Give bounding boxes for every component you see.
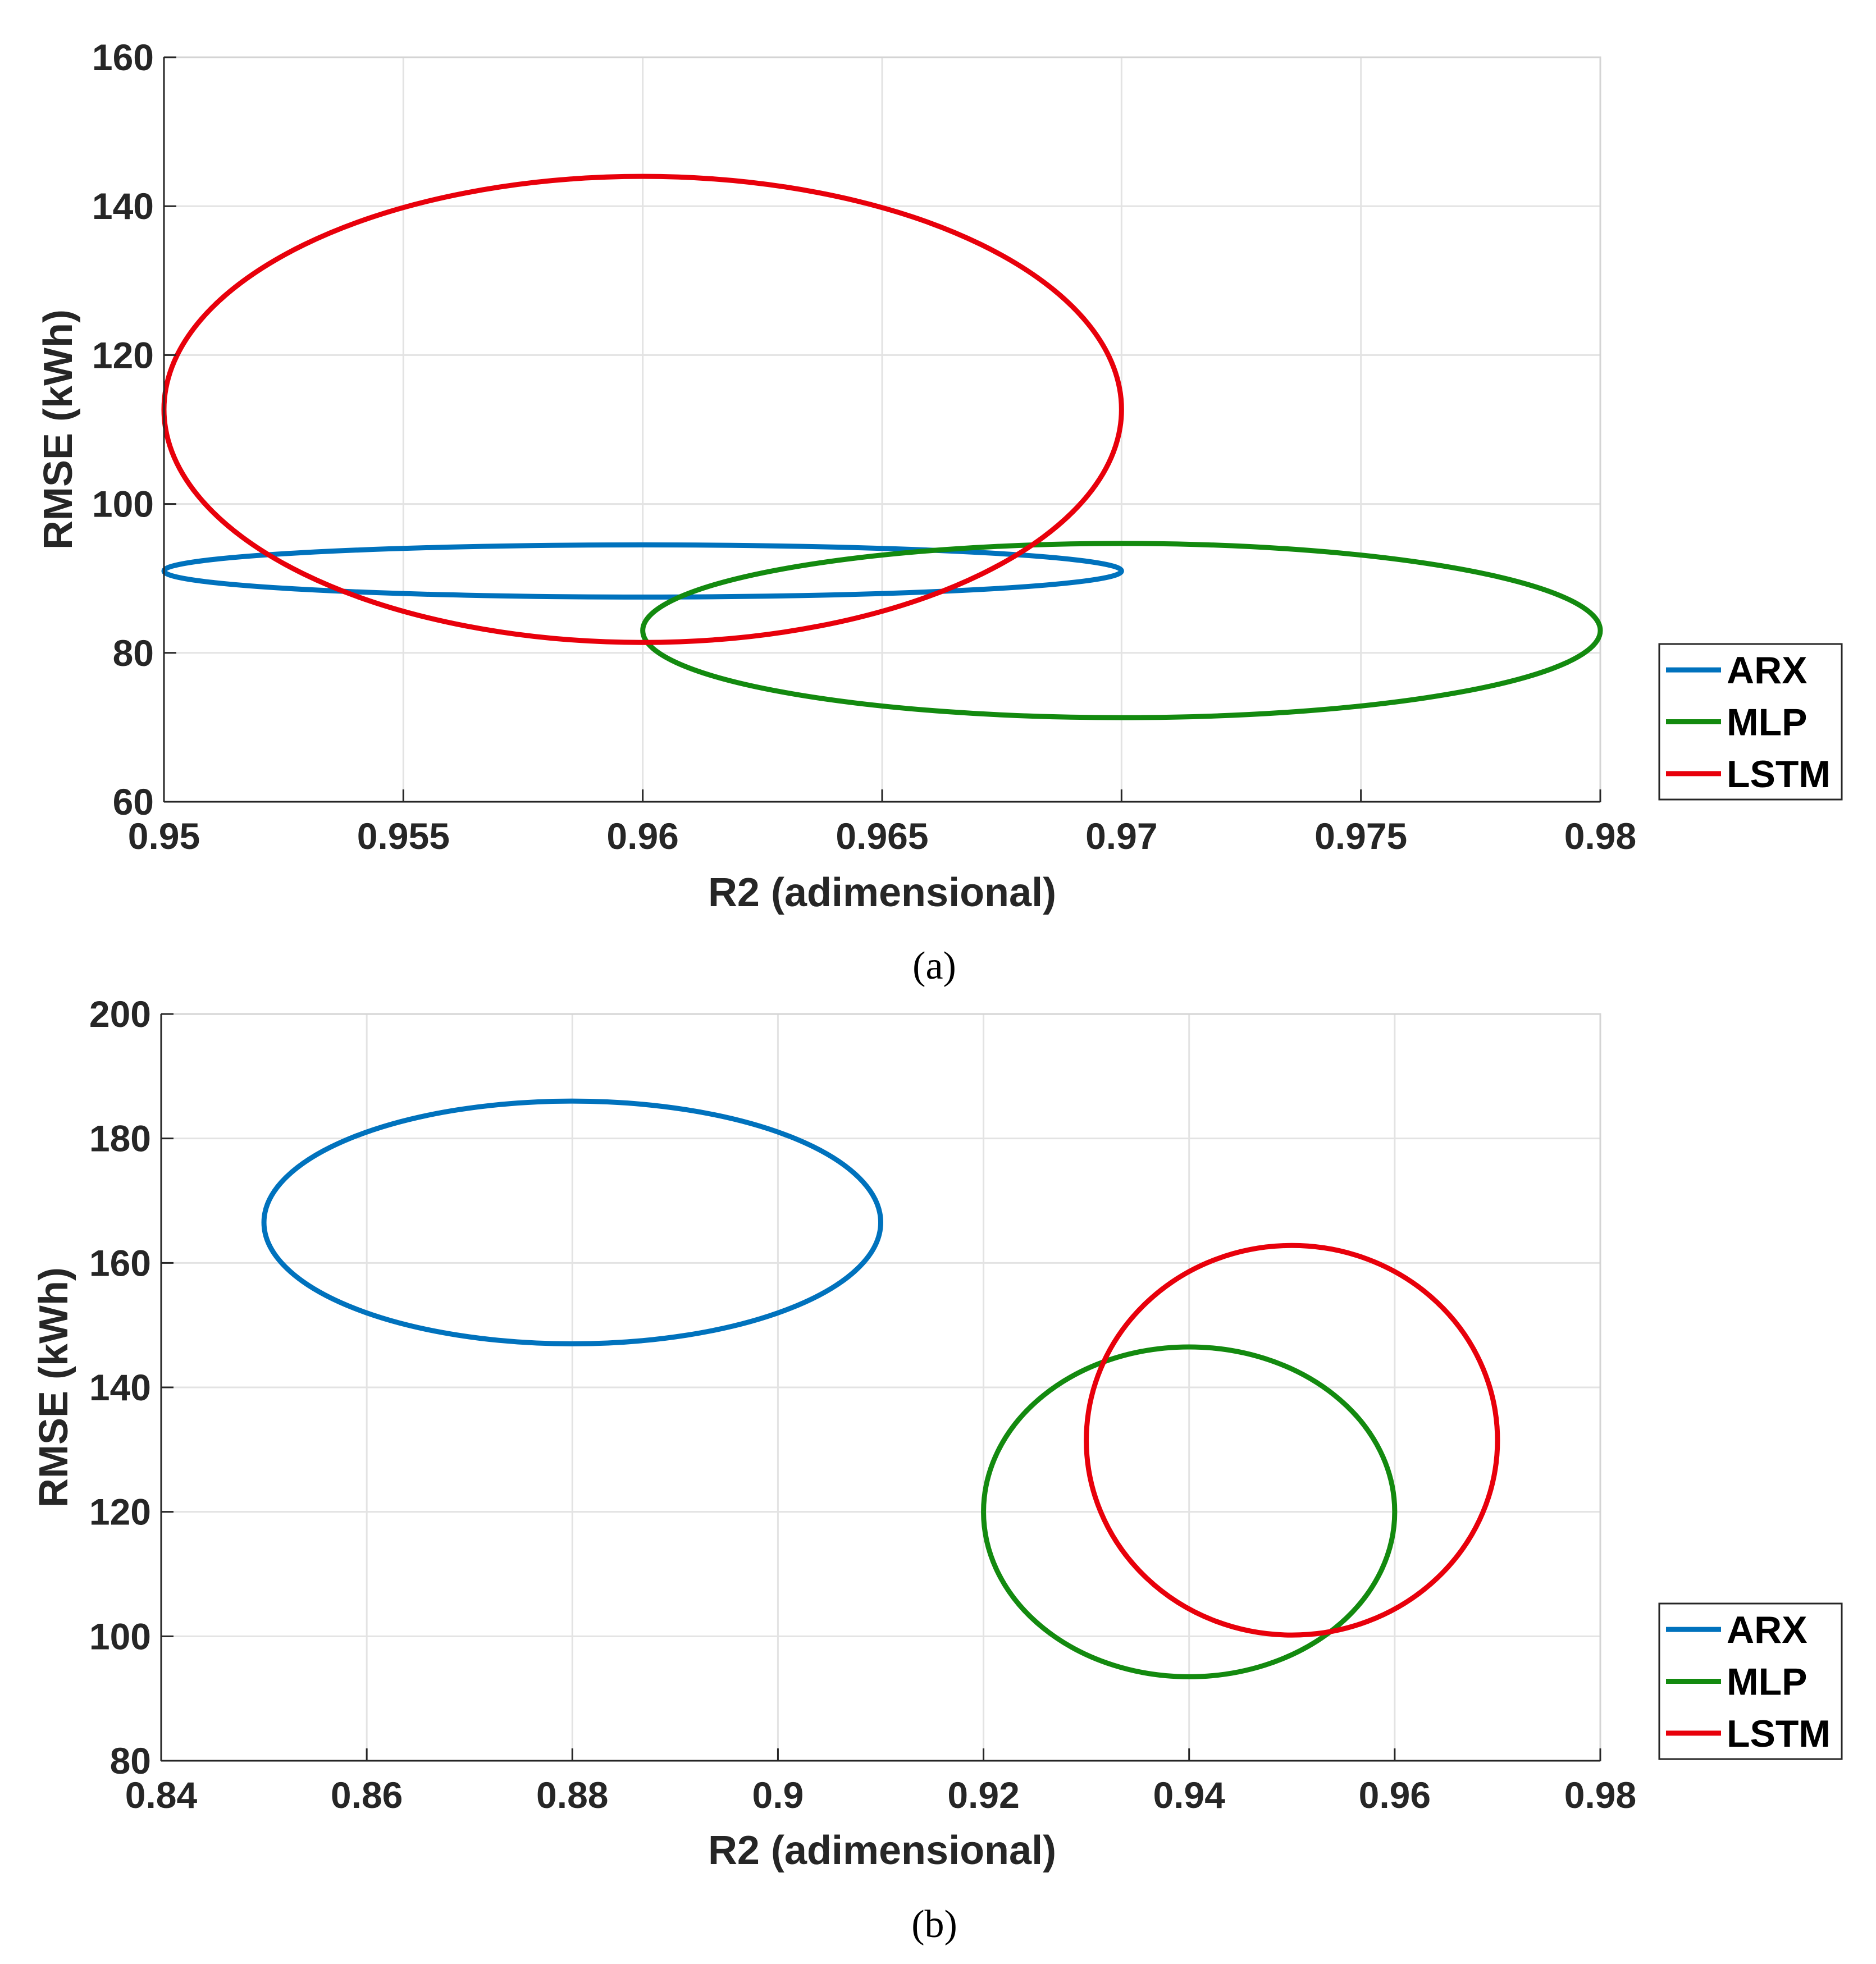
y-axis-label: RMSE (kWh) xyxy=(36,309,81,550)
ticks-layer: 0.95 0.955 0.96 0.965 0.97 0.975 0.98 60 80 100 12… xyxy=(92,36,1636,857)
y-tick-label: 120 xyxy=(89,1491,151,1533)
y-tick-label: 140 xyxy=(89,1367,151,1408)
y-tick-label: 100 xyxy=(89,1615,151,1657)
x-axis-label: R2 (adimensional) xyxy=(708,870,1056,915)
x-tick-label: 0.955 xyxy=(357,815,450,857)
ellipse-lstm xyxy=(1084,1243,1500,1638)
x-tick-label: 0.94 xyxy=(1153,1774,1225,1816)
legend: ARX MLP LSTM xyxy=(1658,643,1843,801)
legend-label-arx: ARX xyxy=(1727,649,1807,692)
y-axis-label: RMSE (kWh) xyxy=(31,1267,76,1508)
grid-layer xyxy=(163,56,1601,803)
ticks-layer: 0.84 0.86 0.88 0.9 0.92 0.94 0.96 0.98 80 100 120 1… xyxy=(89,993,1636,1816)
legend: ARX MLP LSTM xyxy=(1658,1602,1843,1760)
x-tick-label: 0.9 xyxy=(752,1774,804,1816)
y-tick-label: 120 xyxy=(92,334,154,376)
x-tick-label: 0.975 xyxy=(1314,815,1407,857)
chart-panel-b: 0.84 0.86 0.88 0.9 0.92 0.94 0.96 0.98 80 100 120 1… xyxy=(31,993,1843,1946)
chart-panel-a: 0.95 0.955 0.96 0.965 0.97 0.975 0.98 60 80 100 12… xyxy=(36,36,1843,988)
legend-label-lstm: LSTM xyxy=(1727,753,1831,796)
legend-label-lstm: LSTM xyxy=(1727,1712,1831,1755)
y-tick-label: 180 xyxy=(89,1118,151,1159)
series-layer xyxy=(261,1098,1500,1679)
x-tick-label: 0.95 xyxy=(128,815,200,857)
panel-caption: (b) xyxy=(911,1903,957,1946)
legend-label-arx: ARX xyxy=(1727,1609,1807,1651)
x-tick-label: 0.86 xyxy=(331,1774,403,1816)
y-tick-label: 80 xyxy=(113,632,154,674)
x-axis-label: R2 (adimensional) xyxy=(708,1828,1056,1873)
x-tick-label: 0.88 xyxy=(536,1774,608,1816)
legend-label-mlp: MLP xyxy=(1727,1661,1807,1703)
x-tick-label: 0.96 xyxy=(606,815,678,857)
x-tick-label: 0.98 xyxy=(1564,1774,1636,1816)
y-tick-label: 60 xyxy=(113,781,154,823)
y-tick-label: 200 xyxy=(89,993,151,1035)
x-tick-label: 0.92 xyxy=(947,1774,1019,1816)
ellipse-arx xyxy=(261,1098,883,1346)
legend-label-mlp: MLP xyxy=(1727,701,1807,744)
y-tick-label: 160 xyxy=(89,1242,151,1284)
ellipse-mlp xyxy=(981,1344,1398,1679)
y-tick-label: 160 xyxy=(92,36,154,78)
x-tick-label: 0.965 xyxy=(836,815,928,857)
y-tick-label: 140 xyxy=(92,185,154,227)
y-tick-label: 100 xyxy=(92,483,154,525)
ellipse-mlp xyxy=(640,541,1603,720)
x-tick-label: 0.84 xyxy=(125,1774,198,1816)
x-tick-label: 0.96 xyxy=(1359,1774,1431,1816)
panel-caption: (a) xyxy=(912,944,956,988)
y-tick-label: 80 xyxy=(110,1740,151,1782)
x-tick-label: 0.98 xyxy=(1564,815,1636,857)
x-tick-label: 0.97 xyxy=(1085,815,1157,857)
